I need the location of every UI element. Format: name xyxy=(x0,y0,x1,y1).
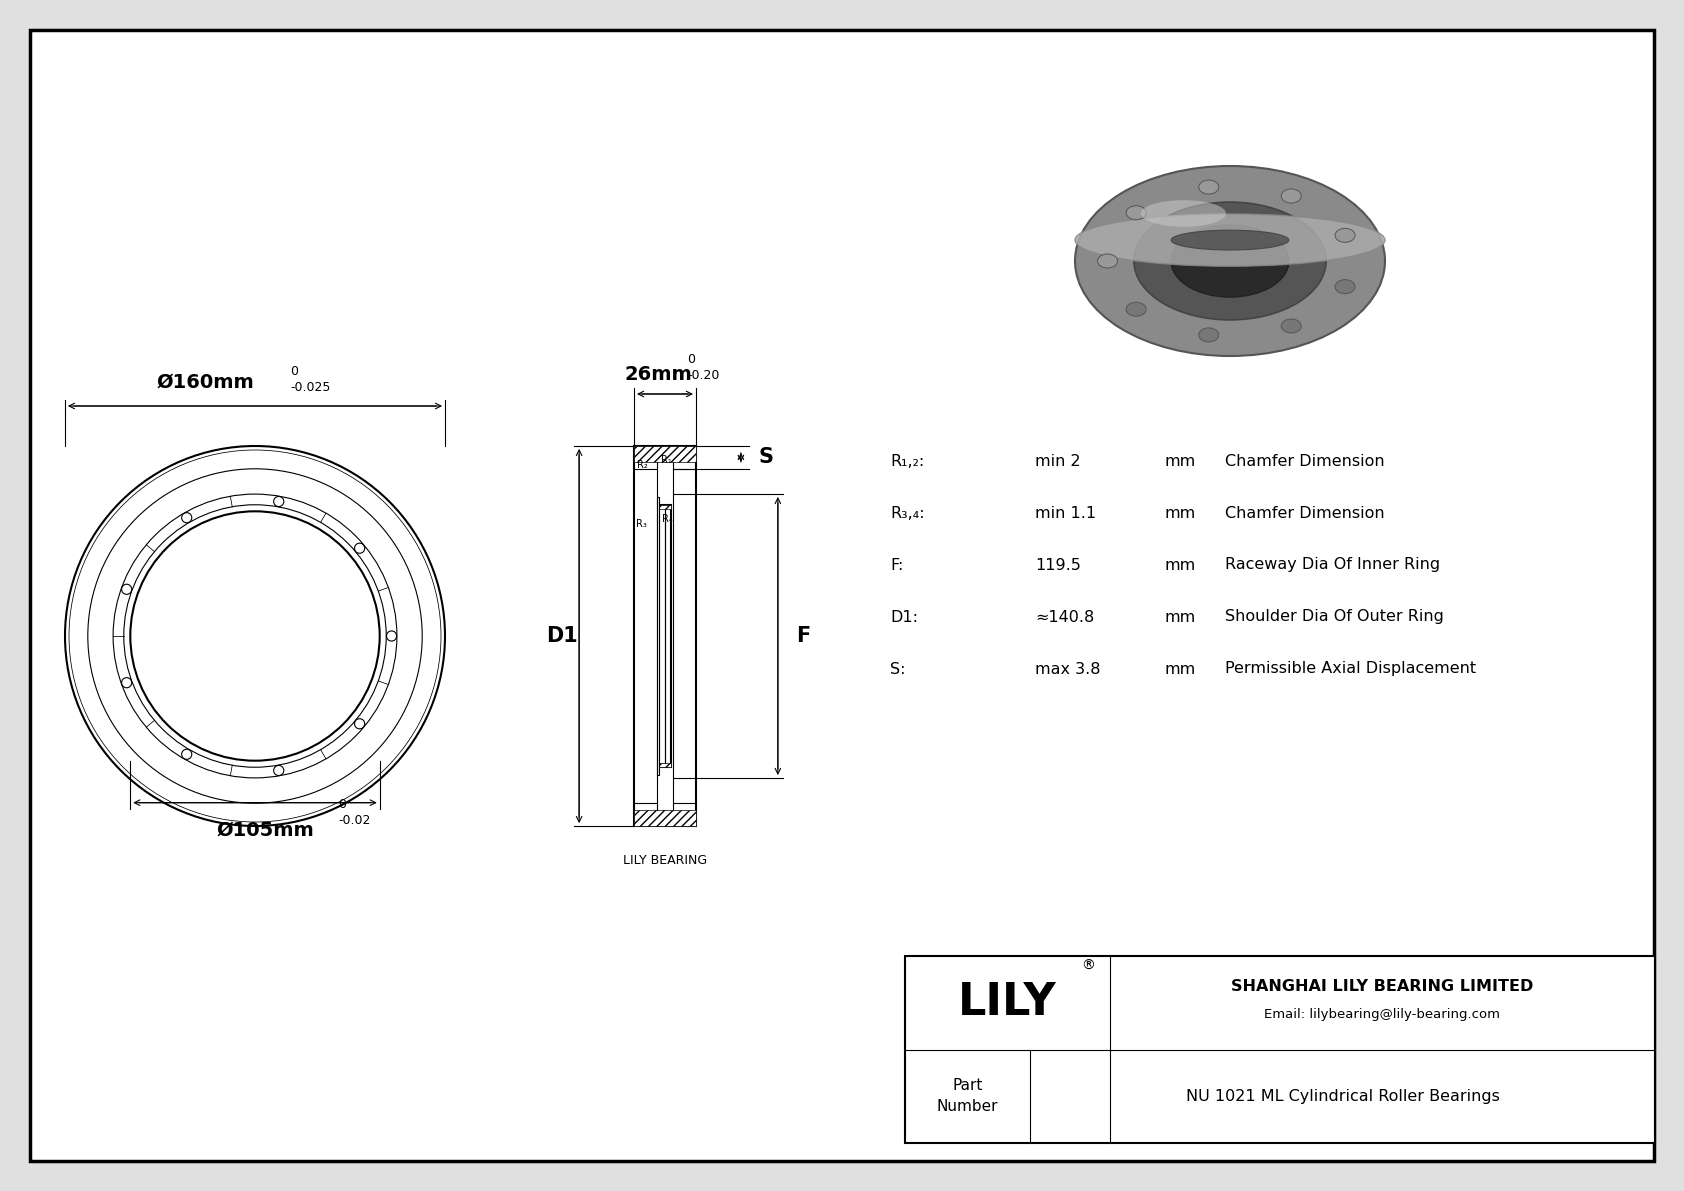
Text: Part
Number: Part Number xyxy=(936,1078,999,1115)
Text: 26mm: 26mm xyxy=(625,364,692,384)
Text: R₁,₂:: R₁,₂: xyxy=(891,454,925,468)
Text: Ø105mm: Ø105mm xyxy=(216,821,313,840)
Text: R₃,₄:: R₃,₄: xyxy=(891,505,925,520)
Text: S: S xyxy=(759,448,775,467)
Text: SHANGHAI LILY BEARING LIMITED: SHANGHAI LILY BEARING LIMITED xyxy=(1231,979,1534,994)
Text: ®: ® xyxy=(1081,959,1095,973)
Ellipse shape xyxy=(1127,303,1147,317)
Text: Shoulder Dia Of Outer Ring: Shoulder Dia Of Outer Ring xyxy=(1224,610,1443,624)
Text: ≈140.8: ≈140.8 xyxy=(1036,610,1095,624)
Ellipse shape xyxy=(1282,189,1302,202)
Text: Ø160mm: Ø160mm xyxy=(157,373,254,392)
Text: R₁: R₁ xyxy=(660,455,672,464)
Ellipse shape xyxy=(1127,206,1147,220)
Ellipse shape xyxy=(1199,180,1219,194)
Bar xyxy=(658,505,672,509)
Text: min 2: min 2 xyxy=(1036,454,1081,468)
Text: F: F xyxy=(797,626,810,646)
Ellipse shape xyxy=(1282,319,1302,333)
Text: D1: D1 xyxy=(546,626,578,646)
Text: Email: lilybearing@lily-bearing.com: Email: lilybearing@lily-bearing.com xyxy=(1265,1009,1500,1021)
Text: D1:: D1: xyxy=(891,610,918,624)
Bar xyxy=(635,810,695,827)
Ellipse shape xyxy=(1133,202,1325,320)
Text: min 1.1: min 1.1 xyxy=(1036,505,1096,520)
Text: Chamfer Dimension: Chamfer Dimension xyxy=(1224,454,1384,468)
Text: mm: mm xyxy=(1165,610,1196,624)
Bar xyxy=(657,497,658,775)
Text: -0.02: -0.02 xyxy=(338,815,370,828)
Ellipse shape xyxy=(1098,254,1118,268)
Text: mm: mm xyxy=(1165,454,1196,468)
Text: -0.20: -0.20 xyxy=(687,368,719,381)
Text: mm: mm xyxy=(1165,557,1196,573)
Text: NU 1021 ML Cylindrical Roller Bearings: NU 1021 ML Cylindrical Roller Bearings xyxy=(1186,1089,1499,1104)
Text: R₂: R₂ xyxy=(637,460,648,470)
Bar xyxy=(635,445,695,827)
Text: LILY: LILY xyxy=(958,981,1058,1024)
Text: Permissible Axial Displacement: Permissible Axial Displacement xyxy=(1224,661,1477,676)
Text: 0: 0 xyxy=(290,364,298,378)
Ellipse shape xyxy=(1074,166,1384,356)
Text: 0: 0 xyxy=(338,798,345,811)
Ellipse shape xyxy=(1170,225,1288,297)
Bar xyxy=(658,763,672,767)
Ellipse shape xyxy=(1140,200,1226,226)
Ellipse shape xyxy=(1199,328,1219,342)
Text: R₃: R₃ xyxy=(637,519,647,529)
Text: Chamfer Dimension: Chamfer Dimension xyxy=(1224,505,1384,520)
Text: F:: F: xyxy=(891,557,903,573)
Ellipse shape xyxy=(1074,214,1384,267)
Text: Raceway Dia Of Inner Ring: Raceway Dia Of Inner Ring xyxy=(1224,557,1440,573)
Ellipse shape xyxy=(1335,280,1356,294)
Bar xyxy=(658,505,672,767)
Text: 119.5: 119.5 xyxy=(1036,557,1081,573)
Ellipse shape xyxy=(1170,230,1288,250)
Text: mm: mm xyxy=(1165,505,1196,520)
Text: LILY BEARING: LILY BEARING xyxy=(623,854,707,867)
Text: mm: mm xyxy=(1165,661,1196,676)
Text: max 3.8: max 3.8 xyxy=(1036,661,1101,676)
Text: 0: 0 xyxy=(687,353,695,366)
Ellipse shape xyxy=(1335,229,1356,242)
Text: S:: S: xyxy=(891,661,906,676)
Bar xyxy=(904,956,1655,1143)
Bar xyxy=(635,445,695,462)
Text: R₄: R₄ xyxy=(662,513,672,524)
Text: -0.025: -0.025 xyxy=(290,380,330,393)
